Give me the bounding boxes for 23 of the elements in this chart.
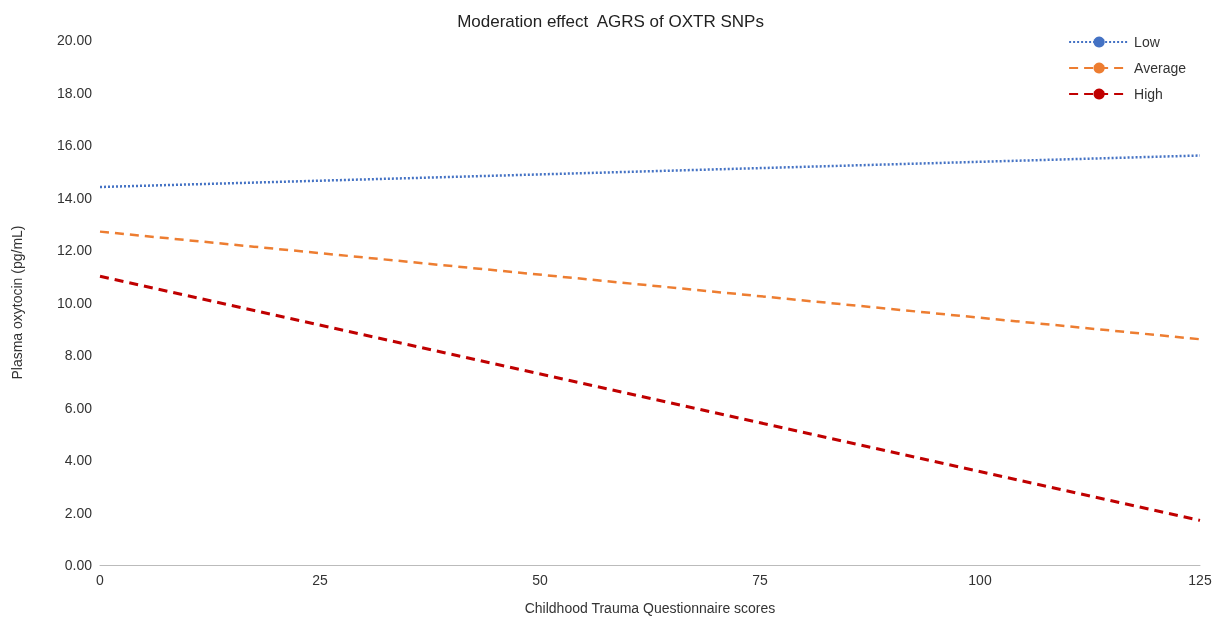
y-tick-label: 12.00 — [56, 242, 93, 258]
legend-label: Average — [1134, 60, 1187, 76]
legend-label: High — [1134, 86, 1163, 102]
y-tick-label: 0.00 — [64, 557, 93, 573]
x-tick-label: 125 — [1188, 572, 1212, 588]
y-tick-label: 8.00 — [64, 347, 93, 363]
y-axis-title: Plasma oxytocin (pg/mL) — [9, 225, 25, 380]
x-tick-label: 25 — [312, 572, 328, 588]
x-tick-label: 100 — [968, 572, 992, 588]
y-tick-label: 14.00 — [56, 189, 93, 206]
x-tick-label: 50 — [532, 572, 548, 588]
x-tick-label: 75 — [752, 572, 768, 588]
y-tick-label: 4.00 — [64, 452, 93, 468]
y-tick-label: 10.00 — [56, 294, 93, 311]
y-tick-label: 6.00 — [64, 399, 93, 416]
legend-label: Low — [1134, 34, 1161, 50]
x-tick-label: 0 — [96, 572, 105, 588]
y-tick-label: 18.00 — [56, 84, 93, 101]
y-tick-label: 2.00 — [64, 504, 93, 521]
chart-title: Moderation effect AGRS of OXTR SNPs — [457, 12, 764, 31]
y-tick-label: 20.00 — [56, 32, 93, 48]
x-axis-title: Childhood Trauma Questionnaire scores — [524, 600, 776, 616]
y-tick-label: 16.00 — [56, 137, 93, 153]
